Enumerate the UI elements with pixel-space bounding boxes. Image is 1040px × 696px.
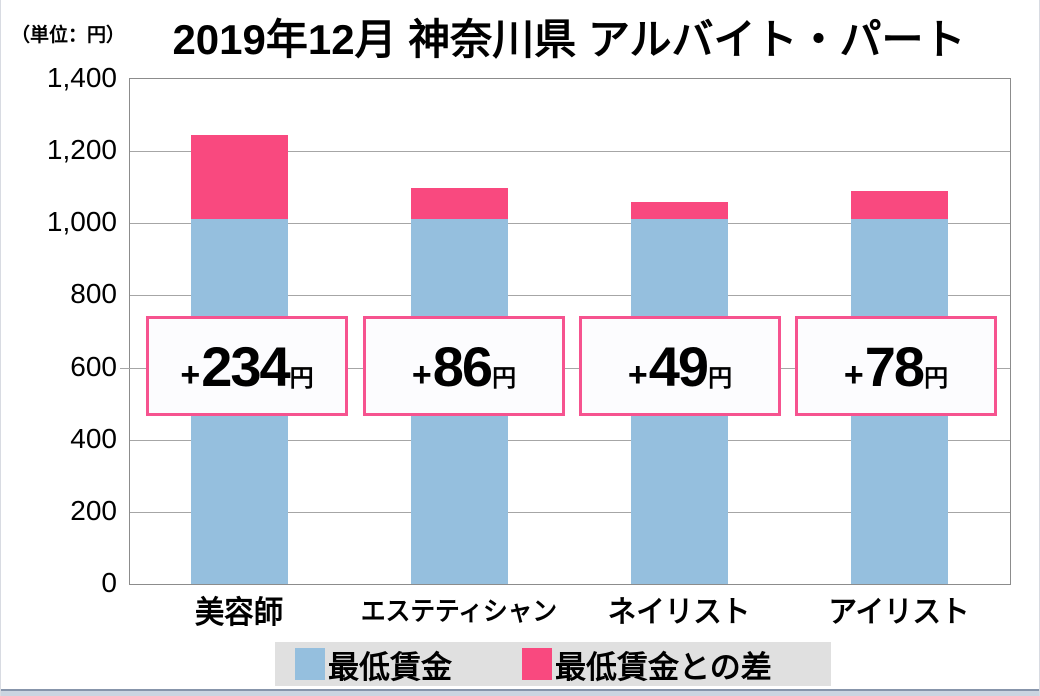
- diff-value: 49: [648, 334, 709, 398]
- axis-unit-label: （単位：円）: [11, 25, 126, 46]
- legend-item-diff: 最低賃金との差: [522, 642, 772, 687]
- legend-label: 最低賃金との差: [555, 649, 772, 685]
- diff-value: 86: [432, 334, 493, 398]
- y-tick-label-0: 0: [101, 567, 117, 598]
- y-tick-label-1000: 1,000: [46, 206, 117, 237]
- window-bottom-edge-highlight: [1, 691, 1039, 696]
- legend-label: 最低賃金: [328, 649, 452, 685]
- value-box-nailist: +49 円: [579, 316, 781, 416]
- plus-sign: +: [180, 355, 201, 394]
- gridline-800: [130, 295, 1010, 296]
- value-box-esthetician: +86 円: [363, 316, 565, 416]
- legend-swatch-pink-icon: [522, 648, 552, 680]
- diff-value: 234: [201, 334, 290, 398]
- legend-swatch-blue-icon: [295, 648, 325, 680]
- plus-sign: +: [411, 355, 432, 394]
- category-label-nailist: ネイリスト: [607, 596, 751, 629]
- gridline-200: [130, 512, 1010, 513]
- gridline-1200: [130, 151, 1010, 152]
- bar-segment-diff: [411, 188, 508, 220]
- legend-item-minimum-wage: 最低賃金: [295, 642, 452, 687]
- bar-segment-diff: [631, 201, 728, 220]
- bar-segment-diff: [191, 134, 288, 220]
- plus-sign: +: [843, 355, 864, 394]
- value-box-biyoushi: +234 円: [146, 316, 348, 416]
- plot-area: +234 円 +86 円 +49 円 +78 円: [120, 78, 1011, 585]
- category-label-biyoushi: 美容師: [194, 594, 284, 630]
- chart-title: 2019年12月 神奈川県 アルバイト・パート: [172, 16, 966, 63]
- category-label-esthetician: エステティシャン: [360, 595, 558, 626]
- value-box-eyelist: +78 円: [795, 316, 997, 416]
- gridline-1000: [130, 223, 1010, 224]
- y-tick-label-1400: 1,400: [46, 62, 117, 93]
- legend: 最低賃金 最低賃金との差: [275, 642, 831, 686]
- y-tick-label-800: 800: [70, 278, 117, 309]
- plus-sign: +: [627, 355, 648, 394]
- value-box-text: +49 円: [628, 334, 732, 399]
- bar-segment-diff: [851, 191, 948, 220]
- gridline-600: [130, 368, 1010, 369]
- y-tick-label-1200: 1,200: [46, 134, 117, 165]
- y-tick-label-200: 200: [70, 495, 117, 526]
- yen-unit: 円: [492, 364, 517, 392]
- yen-unit: 円: [289, 364, 314, 392]
- gridline-400: [130, 440, 1010, 441]
- y-tick-label-400: 400: [70, 423, 117, 454]
- window-bottom-edge: [1, 689, 1039, 691]
- value-box-text: +234 円: [180, 334, 313, 399]
- y-tick-label-600: 600: [70, 351, 117, 382]
- y-axis-tick-600: [120, 368, 130, 369]
- category-label-eyelist: アイリスト: [828, 596, 970, 629]
- yen-unit: 円: [708, 364, 733, 392]
- diff-value: 78: [864, 334, 925, 398]
- value-box-text: +78 円: [844, 334, 948, 399]
- value-box-text: +86 円: [412, 334, 516, 399]
- yen-unit: 円: [924, 364, 949, 392]
- x-axis-category-labels: 美容師 エステティシャン ネイリスト アイリスト: [129, 589, 1009, 630]
